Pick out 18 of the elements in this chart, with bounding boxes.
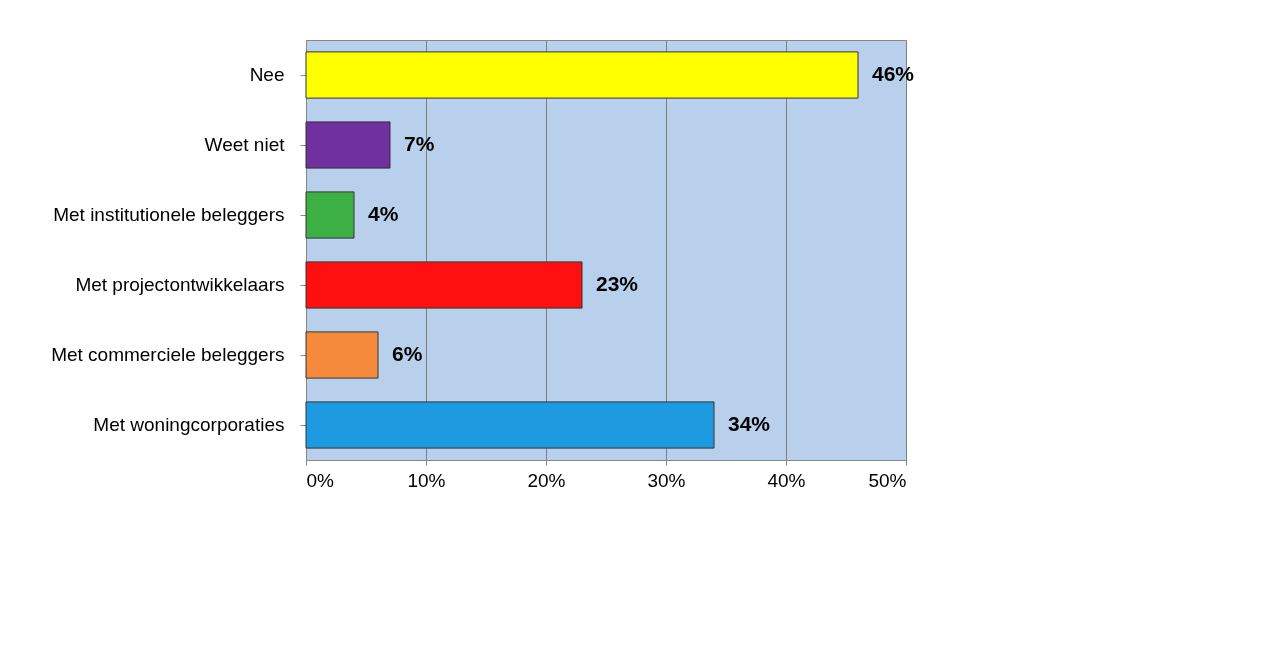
data-label: 7% — [404, 132, 435, 155]
x-tick-label: 40% — [767, 469, 806, 491]
data-label: 6% — [392, 342, 423, 365]
x-tick-label: 0% — [306, 469, 335, 491]
data-label: 23% — [596, 272, 639, 295]
x-tick-label: 50% — [868, 469, 907, 491]
data-label: 46% — [872, 62, 915, 85]
x-tick-label: 10% — [407, 469, 446, 491]
data-label: 34% — [728, 412, 771, 435]
y-tick-label: Met woningcorporaties — [93, 414, 285, 435]
data-label: 4% — [368, 202, 399, 225]
y-tick-label: Met institutionele beleggers — [53, 204, 285, 225]
y-tick-label: Weet niet — [204, 134, 286, 155]
y-tick-label: Nee — [249, 64, 285, 85]
x-tick-label: 30% — [647, 469, 686, 491]
y-tick-label: Met commerciele beleggers — [51, 344, 285, 365]
x-tick-label: 20% — [527, 469, 566, 491]
y-tick-label: Met projectontwikkelaars — [75, 274, 285, 295]
